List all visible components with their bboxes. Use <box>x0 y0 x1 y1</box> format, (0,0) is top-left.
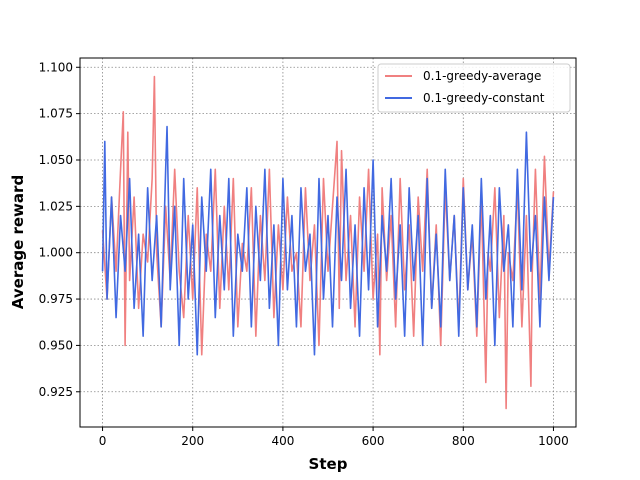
legend: 0.1-greedy-average 0.1-greedy-constant <box>377 63 571 113</box>
y-axis: 0.925 0.950 0.975 1.000 1.025 1.050 1.075 1.100 <box>39 60 80 399</box>
x-tick-label: 800 <box>452 434 475 448</box>
x-axis: 0 200 400 600 800 1000 <box>99 427 569 448</box>
y-tick-label: 0.950 <box>39 338 73 352</box>
y-tick-label: 0.925 <box>39 385 73 399</box>
y-tick-label: 1.000 <box>39 246 73 260</box>
x-tick-label: 400 <box>271 434 294 448</box>
legend-box <box>377 63 571 113</box>
legend-label-constant: 0.1-greedy-constant <box>423 91 545 105</box>
x-tick-label: 1000 <box>538 434 569 448</box>
x-tick-label: 200 <box>181 434 204 448</box>
y-axis-label: Average reward <box>9 175 27 309</box>
y-tick-label: 1.050 <box>39 153 73 167</box>
plot-frame <box>79 57 577 428</box>
y-tick-label: 0.975 <box>39 292 73 306</box>
x-axis-label: Step <box>309 455 348 473</box>
y-tick-label: 1.100 <box>39 60 73 74</box>
y-tick-label: 1.025 <box>39 199 73 213</box>
legend-label-average: 0.1-greedy-average <box>423 69 541 83</box>
x-tick-label: 600 <box>362 434 385 448</box>
series-line-constant <box>101 125 555 356</box>
x-tick-label: 0 <box>99 434 107 448</box>
series-layer <box>101 75 555 410</box>
series-line-average <box>101 75 555 410</box>
y-tick-label: 1.075 <box>39 107 73 121</box>
